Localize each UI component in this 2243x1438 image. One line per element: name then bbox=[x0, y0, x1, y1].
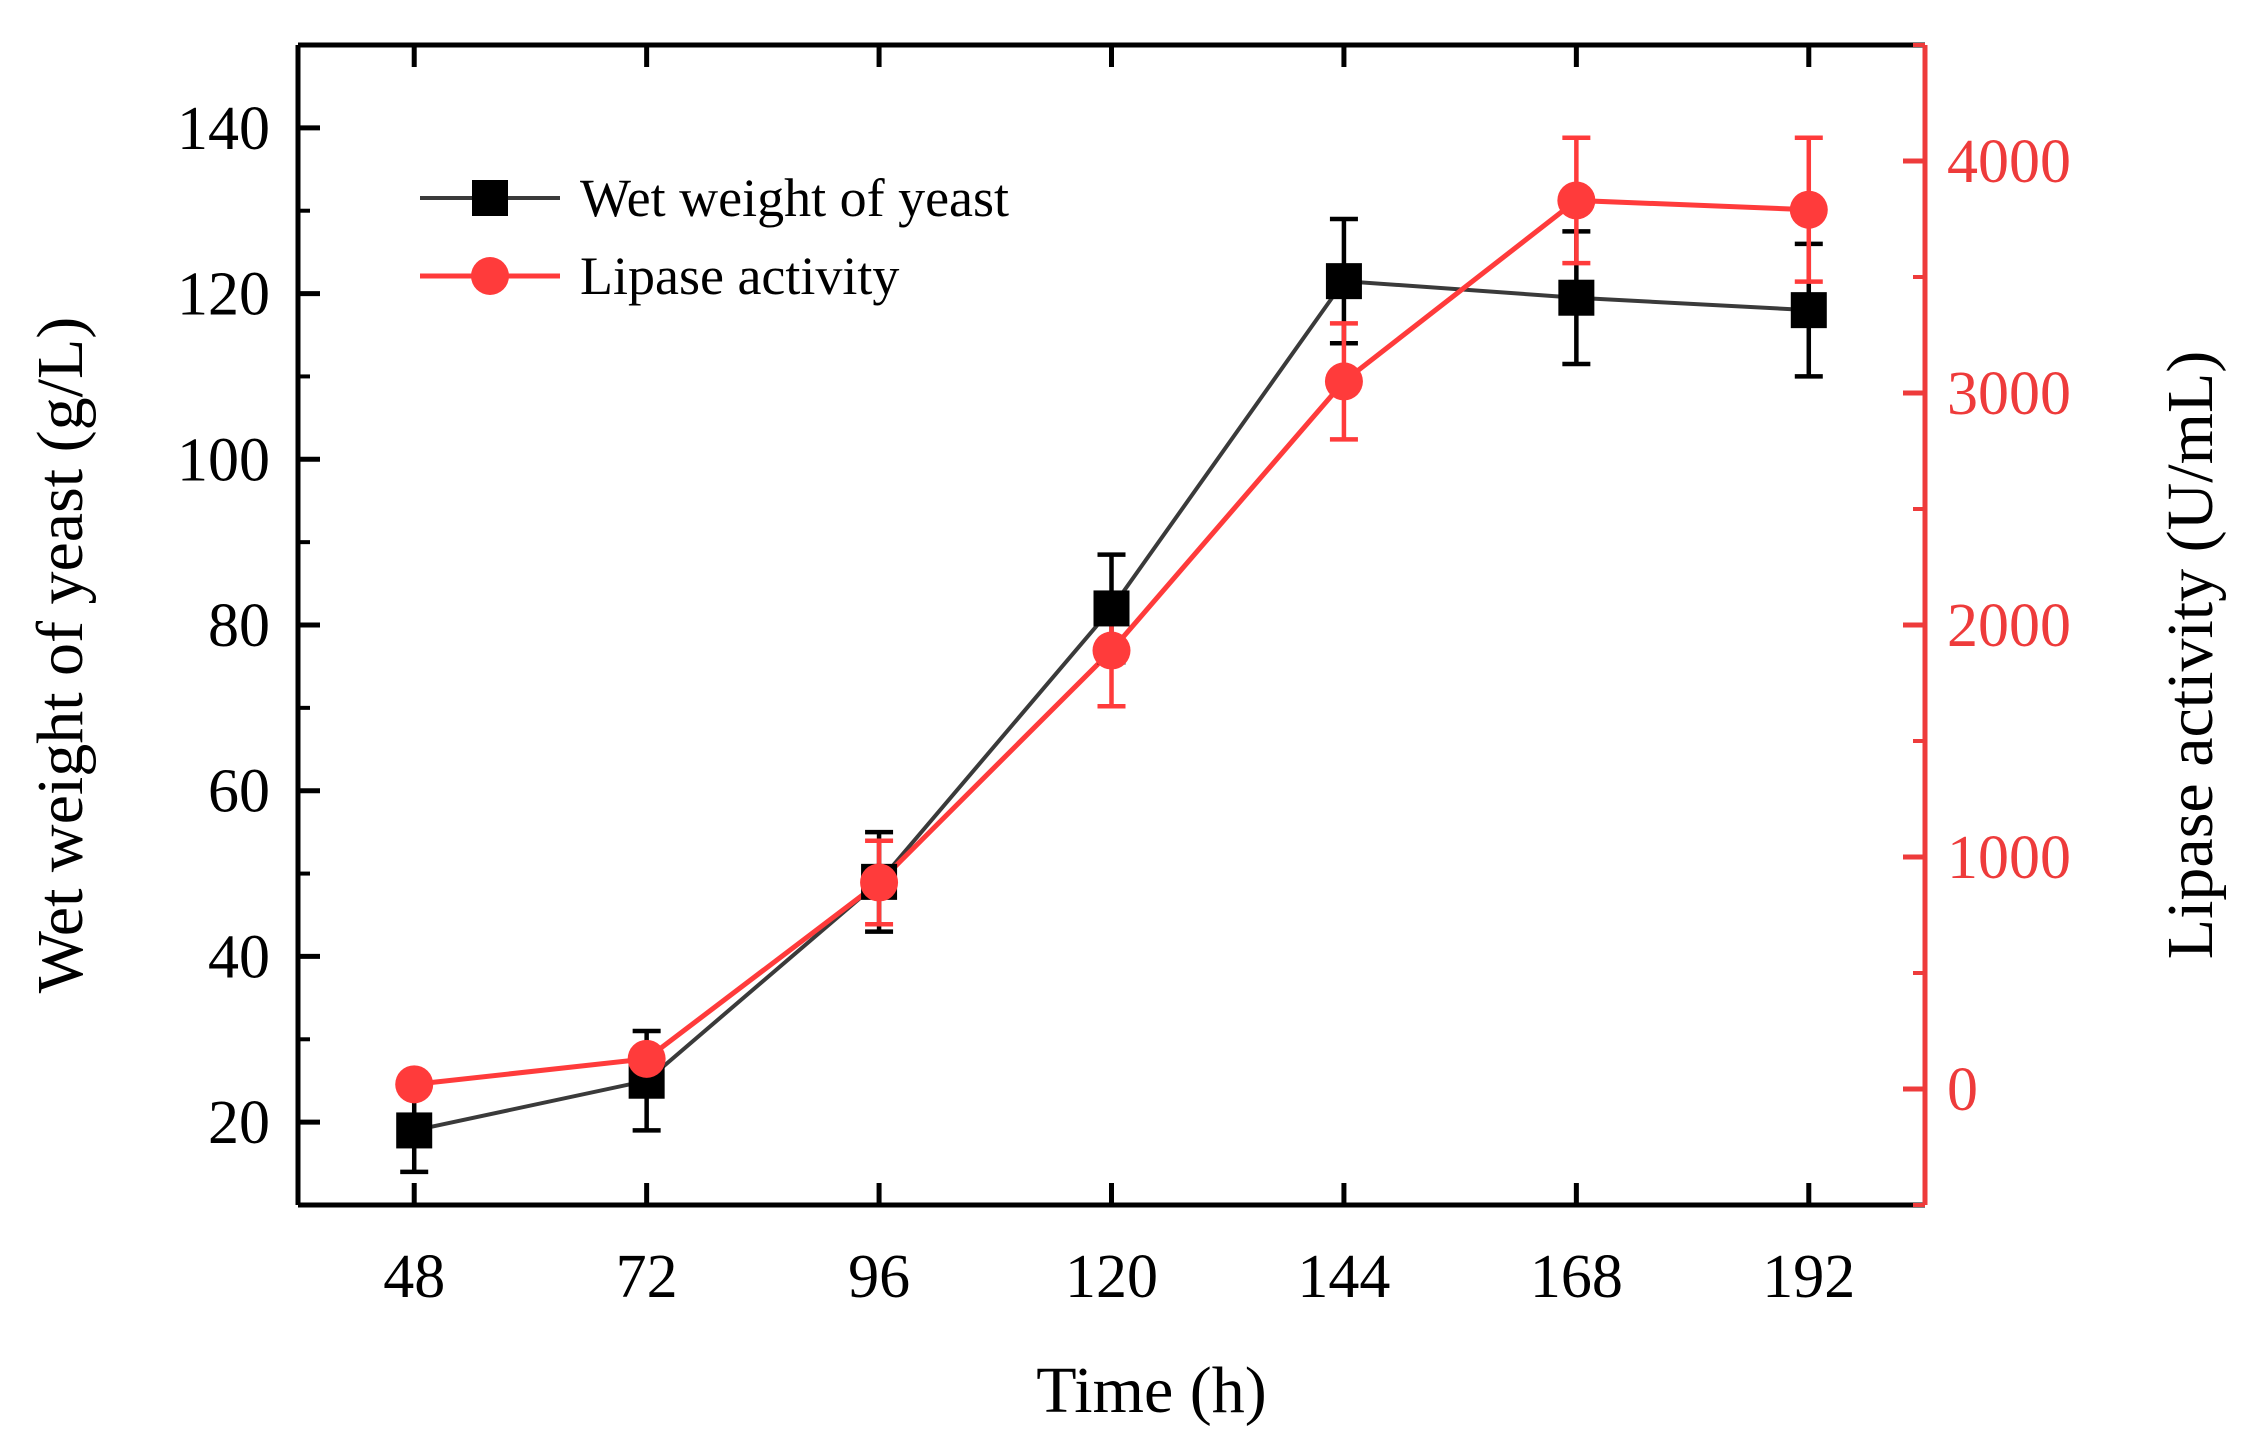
legend-label-1: Wet weight of yeast bbox=[580, 168, 1009, 228]
x-axis-title: Time (h) bbox=[1036, 1354, 1266, 1427]
data-point-square bbox=[1790, 292, 1827, 329]
x-tick-label: 192 bbox=[1762, 1243, 1855, 1311]
y-right-axis-title: Lipase activity (U/mL) bbox=[2154, 351, 2227, 959]
data-point-circle bbox=[1092, 631, 1131, 670]
axes-layer bbox=[295, 42, 1928, 1208]
data-point-square bbox=[1325, 263, 1362, 300]
data-point-square bbox=[396, 1112, 433, 1149]
data-point-circle bbox=[627, 1039, 666, 1078]
y-left-tick-label: 60 bbox=[208, 758, 270, 826]
data-point-circle bbox=[1557, 181, 1596, 220]
y-right-tick-label: 1000 bbox=[1947, 824, 2071, 892]
y-right-tick-label: 3000 bbox=[1947, 360, 2071, 428]
data-point-circle bbox=[1324, 362, 1363, 401]
data-point-square bbox=[1558, 279, 1595, 316]
y-left-tick-label: 80 bbox=[208, 592, 270, 660]
data-point-circle bbox=[395, 1065, 434, 1104]
x-tick-label: 96 bbox=[848, 1243, 910, 1311]
y-right-tick-label: 0 bbox=[1947, 1056, 1978, 1124]
x-tick-label: 120 bbox=[1065, 1243, 1158, 1311]
y-right-tick-label: 2000 bbox=[1947, 592, 2071, 660]
legend-marker-circle bbox=[471, 257, 509, 295]
legend-label-2: Lipase activity bbox=[580, 246, 899, 306]
y-left-tick-label: 120 bbox=[177, 261, 270, 329]
legend-marker-square bbox=[472, 180, 508, 216]
legend: Wet weight of yeast Lipase activity bbox=[420, 168, 1009, 306]
data-point-circle bbox=[860, 863, 899, 902]
markers-layer bbox=[395, 181, 1828, 1149]
y-left-tick-label: 20 bbox=[208, 1089, 270, 1157]
x-tick-label: 72 bbox=[616, 1243, 678, 1311]
y-left-axis-title: Wet weight of yeast (g/L) bbox=[24, 317, 97, 993]
text-layer: 48 72 96 120 144 168 192 20 40 60 80 100 120 140 0 1000… bbox=[24, 95, 2227, 1427]
y-left-tick-label: 140 bbox=[177, 95, 270, 163]
x-tick-label: 144 bbox=[1297, 1243, 1390, 1311]
y-right-tick-label: 4000 bbox=[1947, 128, 2071, 196]
y-left-tick-label: 40 bbox=[208, 923, 270, 991]
data-point-circle bbox=[1789, 190, 1828, 229]
x-tick-label: 168 bbox=[1530, 1243, 1623, 1311]
y-left-tick-label: 100 bbox=[177, 426, 270, 494]
data-point-square bbox=[1093, 590, 1130, 627]
x-tick-label: 48 bbox=[383, 1243, 445, 1311]
